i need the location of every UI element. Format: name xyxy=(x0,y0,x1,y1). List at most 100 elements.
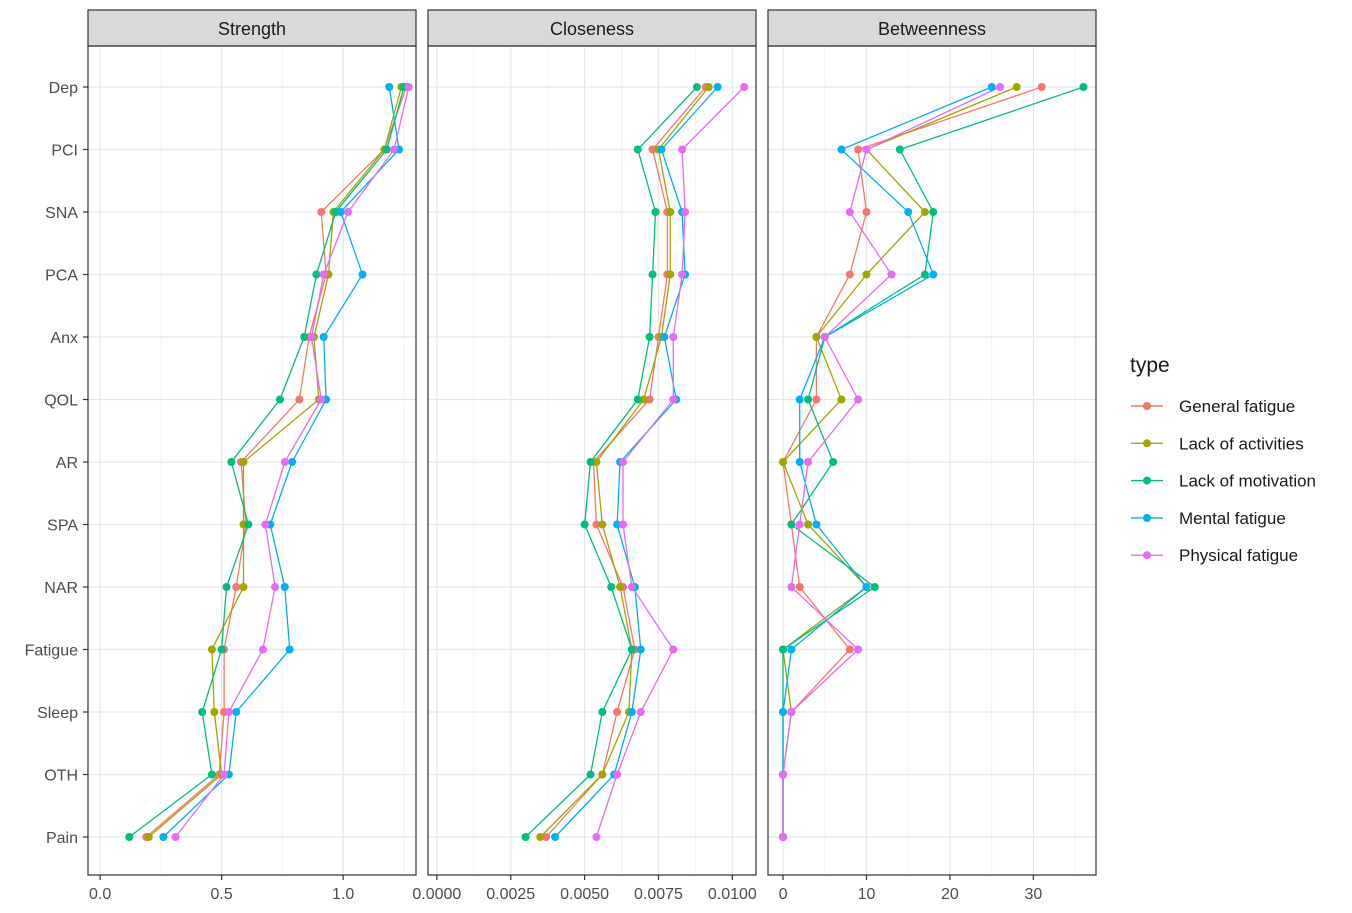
data-point-lack-of-motivation-closeness-sleep xyxy=(598,708,607,716)
x-tick-label-closeness: 0.0100 xyxy=(708,886,757,903)
data-point-mental-fatigue-betweenness-nar xyxy=(862,583,871,591)
data-point-lack-of-activities-closeness-spa xyxy=(598,520,607,529)
data-point-lack-of-motivation-strength-pain xyxy=(125,833,134,841)
panel-border-betweenness xyxy=(767,45,1097,876)
data-point-lack-of-motivation-closeness-dep xyxy=(692,83,701,91)
data-point-physical-fatigue-closeness-pain xyxy=(592,833,601,841)
strip-betweenness xyxy=(767,9,1097,47)
data-point-lack-of-motivation-strength-spa xyxy=(244,520,253,529)
y-tick-label-fatigue: Fatigue xyxy=(25,643,78,660)
data-point-general-fatigue-closeness-pci xyxy=(648,145,657,154)
legend-label-lack-of-activities: Lack of activities xyxy=(1179,434,1304,453)
data-point-physical-fatigue-strength-fatigue xyxy=(258,645,267,654)
data-point-physical-fatigue-strength-qol xyxy=(317,395,326,404)
data-point-physical-fatigue-closeness-pca xyxy=(678,270,687,279)
data-point-general-fatigue-closeness-qol xyxy=(645,395,654,404)
data-point-mental-fatigue-strength-anx xyxy=(319,333,328,341)
data-point-physical-fatigue-betweenness-anx xyxy=(820,333,829,341)
data-point-lack-of-motivation-betweenness-fatigue xyxy=(779,645,788,654)
data-point-mental-fatigue-betweenness-sleep xyxy=(779,708,788,716)
x-tick-label-betweenness: 0 xyxy=(779,886,788,903)
data-point-physical-fatigue-strength-pca xyxy=(319,270,328,279)
data-point-general-fatigue-strength-sna xyxy=(317,208,326,216)
data-point-physical-fatigue-strength-anx xyxy=(307,333,316,341)
data-point-physical-fatigue-closeness-dep xyxy=(740,83,749,91)
x-tick-label-closeness: 0.0050 xyxy=(560,886,609,903)
data-point-general-fatigue-betweenness-nar xyxy=(795,583,804,591)
data-point-lack-of-motivation-strength-ar xyxy=(227,458,236,466)
data-point-general-fatigue-betweenness-qol xyxy=(812,395,821,404)
data-point-lack-of-activities-betweenness-sna xyxy=(920,208,929,216)
data-point-general-fatigue-closeness-sleep xyxy=(613,708,622,716)
data-point-general-fatigue-betweenness-dep xyxy=(1037,83,1046,91)
data-point-mental-fatigue-betweenness-spa xyxy=(812,520,821,529)
data-point-physical-fatigue-betweenness-pci xyxy=(862,145,871,154)
data-point-physical-fatigue-closeness-nar xyxy=(627,583,636,591)
data-point-physical-fatigue-strength-spa xyxy=(261,520,270,529)
y-tick-label-pci: PCI xyxy=(51,143,78,160)
data-point-mental-fatigue-closeness-spa xyxy=(613,520,622,529)
data-point-general-fatigue-closeness-pain xyxy=(542,833,551,841)
data-point-mental-fatigue-strength-nar xyxy=(280,583,289,591)
data-point-lack-of-motivation-closeness-qol xyxy=(633,395,642,404)
strip-strength xyxy=(87,9,417,47)
data-point-mental-fatigue-betweenness-qol xyxy=(795,395,804,404)
x-tick-label-closeness: 0.0075 xyxy=(634,886,683,903)
data-point-lack-of-motivation-closeness-pca xyxy=(648,270,657,279)
data-point-lack-of-activities-betweenness-dep xyxy=(1012,83,1021,91)
data-point-lack-of-motivation-closeness-oth xyxy=(586,770,595,779)
data-point-lack-of-motivation-strength-sleep xyxy=(198,708,207,716)
data-point-lack-of-activities-betweenness-ar xyxy=(779,458,788,466)
data-point-lack-of-activities-betweenness-anx xyxy=(812,333,821,341)
data-point-physical-fatigue-strength-pci xyxy=(390,145,399,154)
data-point-general-fatigue-betweenness-pca xyxy=(845,270,854,279)
legend-title: type xyxy=(1130,354,1170,377)
data-point-lack-of-activities-betweenness-pca xyxy=(862,270,871,279)
legend-key-point-mental-fatigue xyxy=(1143,513,1151,522)
data-point-physical-fatigue-closeness-fatigue xyxy=(669,645,678,654)
data-point-mental-fatigue-betweenness-pci xyxy=(837,145,846,154)
data-point-lack-of-motivation-closeness-fatigue xyxy=(627,645,636,654)
data-point-lack-of-activities-closeness-dep xyxy=(704,83,713,91)
data-point-lack-of-motivation-strength-fatigue xyxy=(217,645,226,654)
y-tick-label-sna: SNA xyxy=(45,205,78,222)
y-tick-label-nar: NAR xyxy=(44,580,78,597)
data-point-lack-of-motivation-strength-anx xyxy=(300,333,309,341)
data-point-mental-fatigue-strength-sna xyxy=(336,208,345,216)
data-point-lack-of-motivation-closeness-ar xyxy=(586,458,595,466)
data-point-mental-fatigue-betweenness-ar xyxy=(795,458,804,466)
data-point-lack-of-activities-strength-ar xyxy=(239,458,248,466)
data-point-physical-fatigue-closeness-ar xyxy=(619,458,628,466)
data-point-physical-fatigue-betweenness-oth xyxy=(779,770,788,779)
y-tick-label-anx: Anx xyxy=(50,330,78,347)
data-point-physical-fatigue-closeness-pci xyxy=(678,145,687,154)
data-point-physical-fatigue-closeness-oth xyxy=(613,770,622,779)
y-tick-label-dep: Dep xyxy=(49,80,78,97)
legend-label-mental-fatigue: Mental fatigue xyxy=(1179,509,1286,528)
data-point-mental-fatigue-strength-pca xyxy=(358,270,367,279)
data-point-lack-of-activities-closeness-pca xyxy=(666,270,675,279)
data-point-physical-fatigue-strength-ar xyxy=(280,458,289,466)
data-point-physical-fatigue-betweenness-pain xyxy=(779,833,788,841)
data-point-mental-fatigue-strength-ar xyxy=(288,458,297,466)
data-point-mental-fatigue-betweenness-fatigue xyxy=(787,645,796,654)
data-point-lack-of-activities-betweenness-spa xyxy=(804,520,813,529)
strip-label-strength: Strength xyxy=(218,19,286,39)
data-point-mental-fatigue-closeness-pci xyxy=(657,145,666,154)
data-point-lack-of-motivation-betweenness-sna xyxy=(929,208,938,216)
legend-label-lack-of-motivation: Lack of motivation xyxy=(1179,472,1316,491)
data-point-general-fatigue-strength-qol xyxy=(295,395,304,404)
data-point-physical-fatigue-betweenness-nar xyxy=(787,583,796,591)
x-tick-label-strength: 0.0 xyxy=(89,886,111,903)
data-point-lack-of-motivation-closeness-spa xyxy=(580,520,589,529)
data-point-lack-of-activities-closeness-nar xyxy=(616,583,625,591)
data-point-physical-fatigue-betweenness-pca xyxy=(887,270,896,279)
data-point-physical-fatigue-closeness-anx xyxy=(669,333,678,341)
data-point-physical-fatigue-strength-sleep xyxy=(224,708,233,716)
data-point-physical-fatigue-betweenness-sleep xyxy=(787,708,796,716)
y-tick-label-oth: OTH xyxy=(44,768,78,785)
data-point-physical-fatigue-strength-nar xyxy=(271,583,280,591)
data-point-mental-fatigue-betweenness-dep xyxy=(987,83,996,91)
x-tick-label-strength: 0.5 xyxy=(211,886,233,903)
data-point-lack-of-motivation-closeness-sna xyxy=(651,208,660,216)
